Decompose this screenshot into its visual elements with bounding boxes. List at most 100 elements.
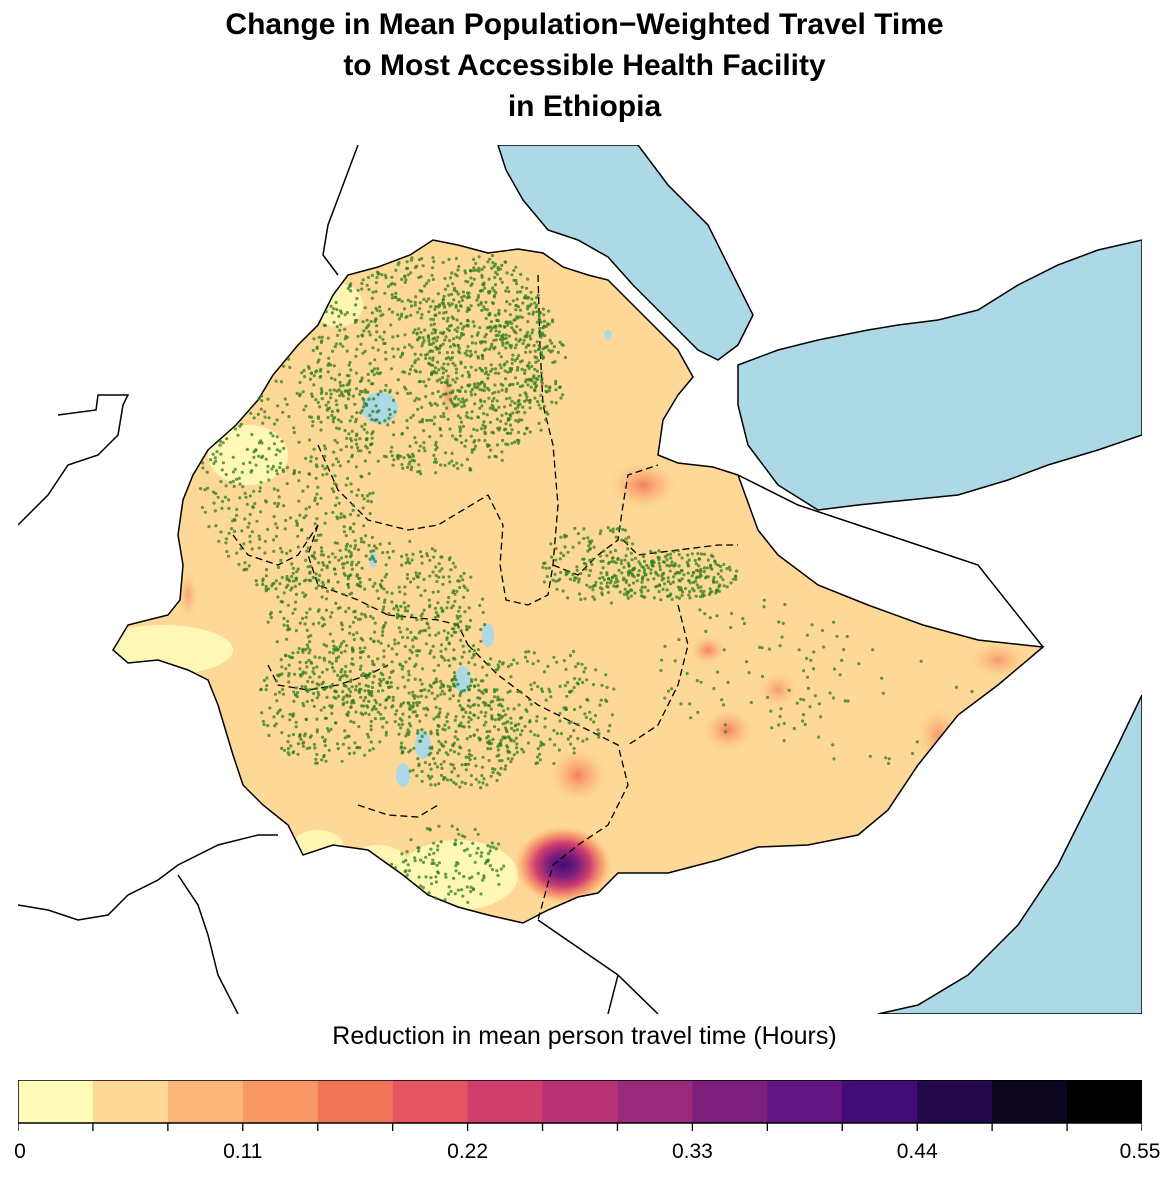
dot-icon [480,380,485,384]
dot-icon [422,707,426,711]
dot-icon [376,710,380,714]
dot-icon [271,464,276,468]
dot-icon [340,667,344,672]
dot-icon [527,366,531,370]
dot-icon [358,379,363,384]
dot-icon [355,442,359,446]
dot-icon [394,291,398,295]
dot-icon [327,660,332,664]
dot-icon [683,586,688,591]
dot-icon [549,542,553,546]
dot-icon [366,275,371,280]
dot-icon [577,577,581,581]
dot-icon [469,434,473,438]
dot-icon [382,649,386,653]
dot-icon [453,718,457,722]
dot-icon [431,256,435,260]
dot-icon [392,355,396,359]
dot-icon [348,360,352,365]
dot-icon [697,557,701,561]
dot-icon [378,421,382,425]
dot-icon [420,779,424,784]
dot-icon [265,684,269,688]
dot-icon [456,343,460,347]
dot-icon [425,281,429,285]
dot-icon [329,396,333,400]
dot-icon [299,737,303,742]
dot-icon [269,431,273,435]
dot-icon [294,725,298,729]
dot-icon [362,540,366,544]
dot-icon [303,375,307,379]
dot-icon [390,296,395,300]
dot-icon [465,737,469,741]
dot-icon [702,589,706,593]
dot-icon [409,304,414,308]
dot-icon [420,617,424,621]
dot-icon [433,606,437,610]
dot-icon [342,562,346,566]
dot-icon [424,695,428,699]
dot-icon [345,712,349,716]
dot-icon [449,568,453,572]
dot-icon [302,368,306,373]
dot-icon [416,575,420,579]
dot-icon [523,411,527,415]
dot-icon [411,701,416,705]
dot-icon [492,338,496,342]
dot-icon [282,616,286,621]
dot-icon [433,783,437,787]
dot-icon [345,374,349,378]
dot-icon [438,377,442,382]
dot-icon [562,554,566,558]
dot-icon [439,463,443,467]
dot-icon [643,585,647,589]
dot-icon [456,309,460,313]
dot-icon [294,576,298,580]
dot-icon [367,397,371,401]
dot-icon [385,572,389,576]
dot-icon [619,562,624,566]
dot-icon [548,385,552,389]
dot-icon [412,696,417,700]
dot-icon [521,405,525,409]
dot-icon [274,534,278,538]
dot-icon [275,472,279,476]
dot-icon [429,732,433,736]
dot-icon [530,687,534,691]
dot-icon [332,490,336,494]
dot-icon [418,469,422,473]
dot-icon [348,690,353,694]
dot-icon [695,679,699,683]
dot-icon [305,643,309,647]
dot-icon [451,763,455,767]
dot-icon [407,673,411,677]
dot-icon [523,655,528,659]
dot-icon [489,329,493,333]
dot-icon [591,557,595,561]
dot-icon [285,466,289,470]
dot-icon [452,337,456,341]
dot-icon [459,746,463,750]
dot-icon [462,294,466,298]
dot-icon [371,430,375,434]
dot-icon [386,644,391,648]
dot-icon [741,617,745,621]
dot-icon [443,723,447,727]
dot-icon [506,418,510,422]
dot-icon [334,601,338,605]
dot-icon [436,360,440,364]
dot-icon [358,580,362,584]
dot-icon [535,340,539,344]
map-panel[interactable] [18,145,1142,1014]
legend-bins [18,1080,1142,1123]
dot-icon [342,514,346,518]
dot-icon [469,783,473,787]
dot-icon [457,699,461,703]
dot-icon [455,289,459,294]
dot-icon [445,350,449,355]
dot-icon [459,629,463,633]
dot-icon [432,327,436,332]
dot-icon [410,465,414,469]
dot-icon [692,589,696,593]
